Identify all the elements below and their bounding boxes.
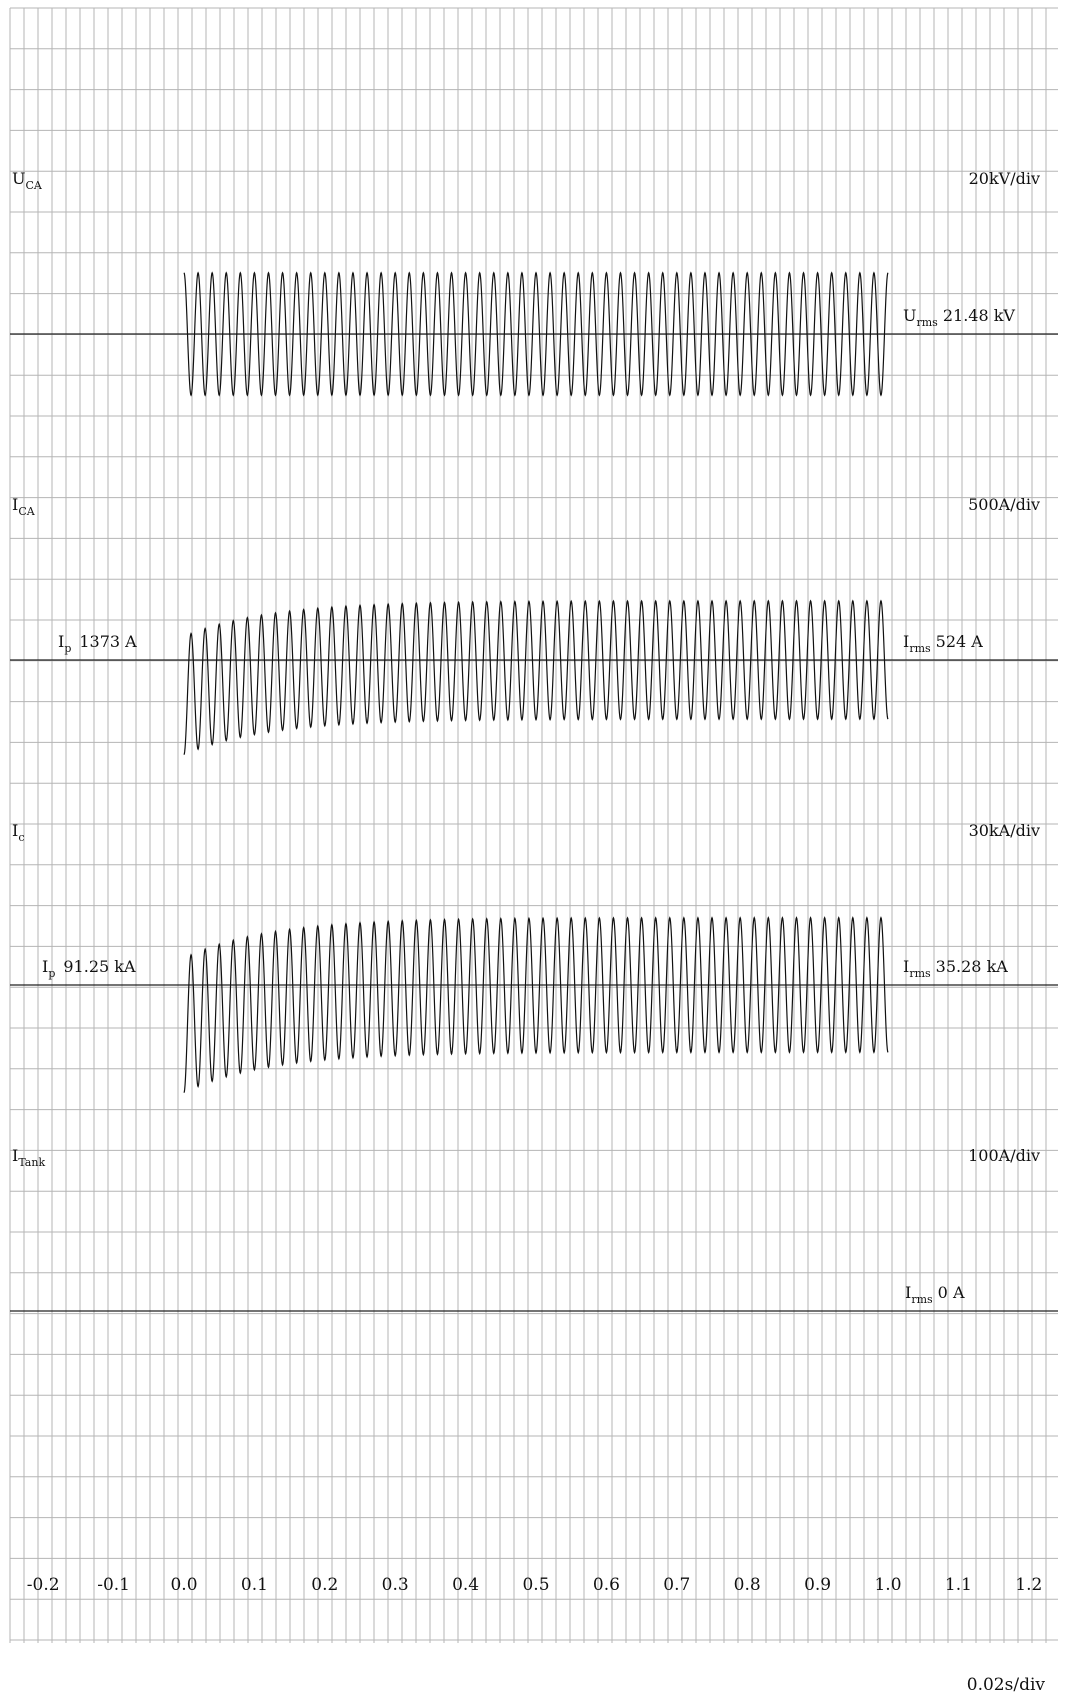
channel-scale: 100A/div [968, 1146, 1040, 1165]
x-tick-label: 1.2 [1015, 1575, 1042, 1595]
waveform-i-c [183, 916, 889, 1093]
x-tick-label: 0.0 [170, 1575, 197, 1595]
rms-readout: Irms 0 A [905, 1283, 965, 1306]
x-tick-label: 0.6 [593, 1575, 620, 1595]
x-tick-label: 1.0 [874, 1575, 901, 1595]
waveform-u-ca [183, 271, 889, 397]
x-tick-label: 0.5 [522, 1575, 549, 1595]
rms-readout: Irms 524 A [903, 632, 983, 655]
x-tick-label: 0.2 [311, 1575, 338, 1595]
x-tick-label: 0.9 [804, 1575, 831, 1595]
peak-readout: Ip 91.25 kA [42, 957, 136, 980]
channel-scale: 30kA/div [969, 821, 1040, 840]
x-tick-label: -0.2 [27, 1575, 60, 1595]
channel-name: ITank [12, 1146, 45, 1169]
x-tick-label: 0.1 [241, 1575, 268, 1595]
peak-readout: Ip 1373 A [58, 632, 137, 655]
x-tick-label: 1.1 [945, 1575, 972, 1595]
waveform-i-ca [183, 599, 889, 755]
waveforms [183, 271, 889, 1093]
x-tick-label: -0.1 [97, 1575, 130, 1595]
rms-readout: Irms 35.28 kA [903, 957, 1008, 980]
x-tick-label: 0.4 [452, 1575, 479, 1595]
time-scale-label: 0.02s/div [967, 1675, 1046, 1695]
channel-scale: 20kV/div [969, 169, 1040, 188]
x-tick-label: 0.3 [382, 1575, 409, 1595]
channel-scale: 500A/div [968, 495, 1040, 514]
grid [9, 7, 1058, 1643]
x-axis-ticks: -0.2 -0.1 0.0 0.1 0.2 0.3 0.4 0.5 0.6 0.7 0.8 0.9 1.… [27, 1575, 1043, 1595]
x-tick-label: 0.7 [663, 1575, 690, 1595]
x-tick-label: 0.8 [734, 1575, 761, 1595]
